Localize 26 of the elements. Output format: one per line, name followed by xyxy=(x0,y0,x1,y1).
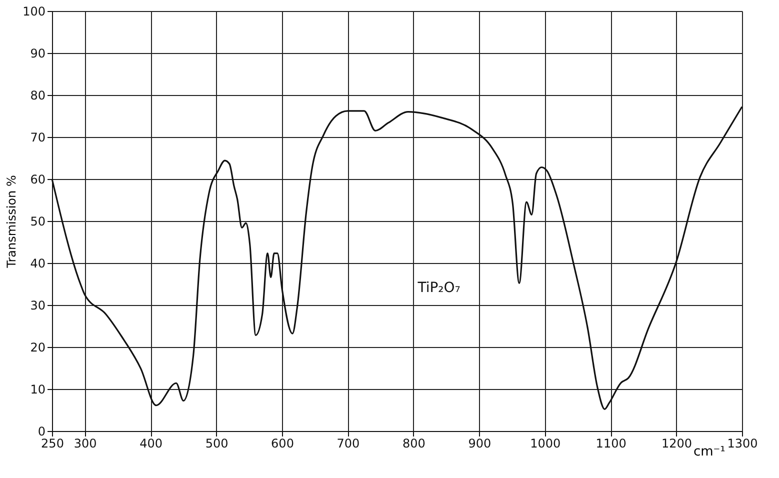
y-tick-label: 60 xyxy=(30,172,46,186)
x-tick-label: 1200 xyxy=(662,436,692,450)
x-tick-label: 1100 xyxy=(596,436,626,450)
annotation: TiP₂O₇ xyxy=(416,280,460,296)
x-tick-label: 1300 xyxy=(727,436,758,450)
y-tick-label: 30 xyxy=(30,298,46,312)
x-tick-label: 400 xyxy=(140,436,163,450)
x-tick-label: 1000 xyxy=(530,436,561,450)
y-tick-label: 70 xyxy=(30,130,46,144)
x-tick-label: 900 xyxy=(468,436,492,450)
x-tick-label: 250 xyxy=(41,436,64,450)
y-tick-label: 10 xyxy=(30,382,46,396)
x-tick-label: 300 xyxy=(74,436,97,450)
y-tick-label: 0 xyxy=(38,424,46,438)
x-axis-title: cm⁻¹ xyxy=(693,444,726,460)
x-tick-label: 600 xyxy=(271,436,294,450)
y-tick-label: 40 xyxy=(30,256,46,270)
y-tick-label: 20 xyxy=(30,340,46,354)
y-tick-label: 100 xyxy=(22,4,46,18)
y-tick-label: 50 xyxy=(30,214,46,228)
y-tick-label: 80 xyxy=(30,88,46,102)
x-tick-label: 500 xyxy=(205,436,228,450)
y-axis-title: Transmission % xyxy=(4,175,19,269)
x-tick-label: 700 xyxy=(336,436,360,450)
y-tick-label: 90 xyxy=(30,46,46,60)
x-tick-label: 800 xyxy=(402,436,426,450)
